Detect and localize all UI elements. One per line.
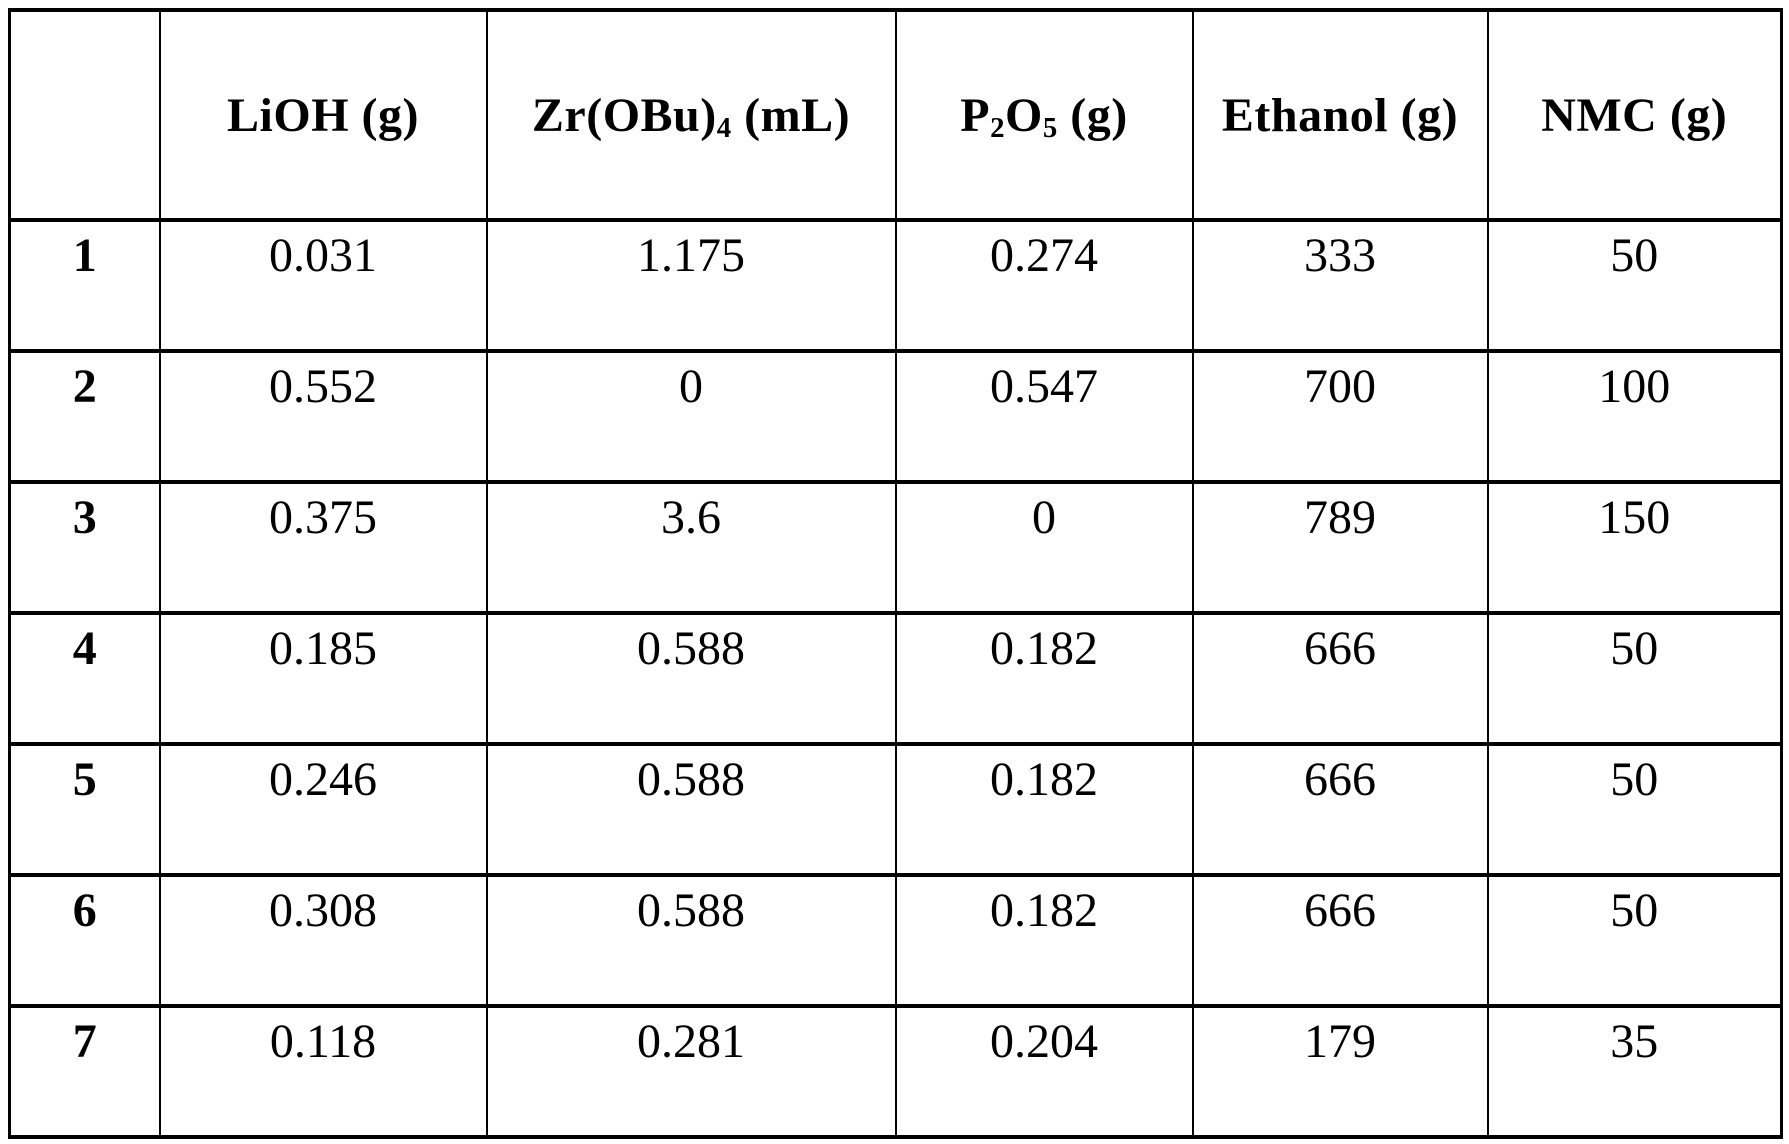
nmc-value-cell: 50: [1486, 611, 1783, 746]
table-header-row: LiOH (g) Zr(OBu)4 (mL) P2O5 (g) Ethanol …: [8, 8, 1783, 222]
header-cell-p2o5: P2O5 (g): [894, 8, 1194, 222]
p2o5-value-cell: 0.182: [894, 742, 1194, 877]
ethanol-value-cell: 333: [1191, 218, 1489, 353]
p2o5-unit: (g): [1057, 88, 1128, 142]
zr-obu4-value-cell: 1.175: [485, 218, 897, 353]
zr-obu4-value-cell: 0.588: [485, 742, 897, 877]
p2o5-subscript1: 2: [990, 111, 1005, 144]
table-row: 4 0.185 0.588 0.182 666 50: [8, 611, 1783, 746]
lioh-value-cell: 0.118: [158, 1004, 488, 1139]
zr-obu4-unit: (mL): [731, 88, 851, 142]
lioh-value-cell: 0.185: [158, 611, 488, 746]
table-row: 2 0.552 0 0.547 700 100: [8, 349, 1783, 484]
lioh-value-cell: 0.031: [158, 218, 488, 353]
p2o5-value-cell: 0.182: [894, 611, 1194, 746]
zr-obu4-value-cell: 0.281: [485, 1004, 897, 1139]
lioh-value-cell: 0.308: [158, 873, 488, 1008]
p2o5-value-cell: 0.547: [894, 349, 1194, 484]
p2o5-value-cell: 0.204: [894, 1004, 1194, 1139]
header-cell-nmc: NMC (g): [1486, 8, 1783, 222]
zr-obu4-value-cell: 0: [485, 349, 897, 484]
ethanol-value-cell: 700: [1191, 349, 1489, 484]
zr-obu4-value-cell: 0.588: [485, 611, 897, 746]
nmc-value-cell: 50: [1486, 218, 1783, 353]
ethanol-value-cell: 789: [1191, 480, 1489, 615]
p2o5-value-cell: 0.274: [894, 218, 1194, 353]
reagent-amounts-table: LiOH (g) Zr(OBu)4 (mL) P2O5 (g) Ethanol …: [8, 8, 1783, 1139]
table-row: 3 0.375 3.6 0 789 150: [8, 480, 1783, 615]
header-cell-zr-obu4: Zr(OBu)4 (mL): [485, 8, 897, 222]
lioh-value-cell: 0.552: [158, 349, 488, 484]
row-number-cell: 1: [8, 218, 161, 353]
lioh-value-cell: 0.375: [158, 480, 488, 615]
row-number-cell: 3: [8, 480, 161, 615]
p2o5-value-cell: 0.182: [894, 873, 1194, 1008]
zr-obu4-base: Zr(OBu): [531, 88, 717, 142]
row-number-cell: 7: [8, 1004, 161, 1139]
table-row: 5 0.246 0.588 0.182 666 50: [8, 742, 1783, 877]
header-cell-lioh: LiOH (g): [158, 8, 488, 222]
p2o5-el2: O: [1005, 88, 1043, 142]
row-number-cell: 5: [8, 742, 161, 877]
nmc-value-cell: 150: [1486, 480, 1783, 615]
header-cell-row-number: [8, 8, 161, 222]
table-row: 7 0.118 0.281 0.204 179 35: [8, 1004, 1783, 1139]
zr-obu4-value-cell: 3.6: [485, 480, 897, 615]
ethanol-value-cell: 666: [1191, 611, 1489, 746]
row-number-cell: 4: [8, 611, 161, 746]
table-row: 1 0.031 1.175 0.274 333 50: [8, 218, 1783, 353]
header-cell-ethanol: Ethanol (g): [1191, 8, 1489, 222]
p2o5-subscript2: 5: [1042, 111, 1058, 144]
nmc-value-cell: 50: [1486, 742, 1783, 877]
zr-obu4-subscript: 4: [716, 111, 732, 144]
ethanol-value-cell: 666: [1191, 742, 1489, 877]
row-number-cell: 2: [8, 349, 161, 484]
row-number-cell: 6: [8, 873, 161, 1008]
p2o5-el1: P: [960, 88, 991, 142]
nmc-value-cell: 35: [1486, 1004, 1783, 1139]
nmc-value-cell: 50: [1486, 873, 1783, 1008]
ethanol-value-cell: 179: [1191, 1004, 1489, 1139]
ethanol-value-cell: 666: [1191, 873, 1489, 1008]
lioh-value-cell: 0.246: [158, 742, 488, 877]
nmc-value-cell: 100: [1486, 349, 1783, 484]
table-row: 6 0.308 0.588 0.182 666 50: [8, 873, 1783, 1008]
zr-obu4-value-cell: 0.588: [485, 873, 897, 1008]
p2o5-value-cell: 0: [894, 480, 1194, 615]
